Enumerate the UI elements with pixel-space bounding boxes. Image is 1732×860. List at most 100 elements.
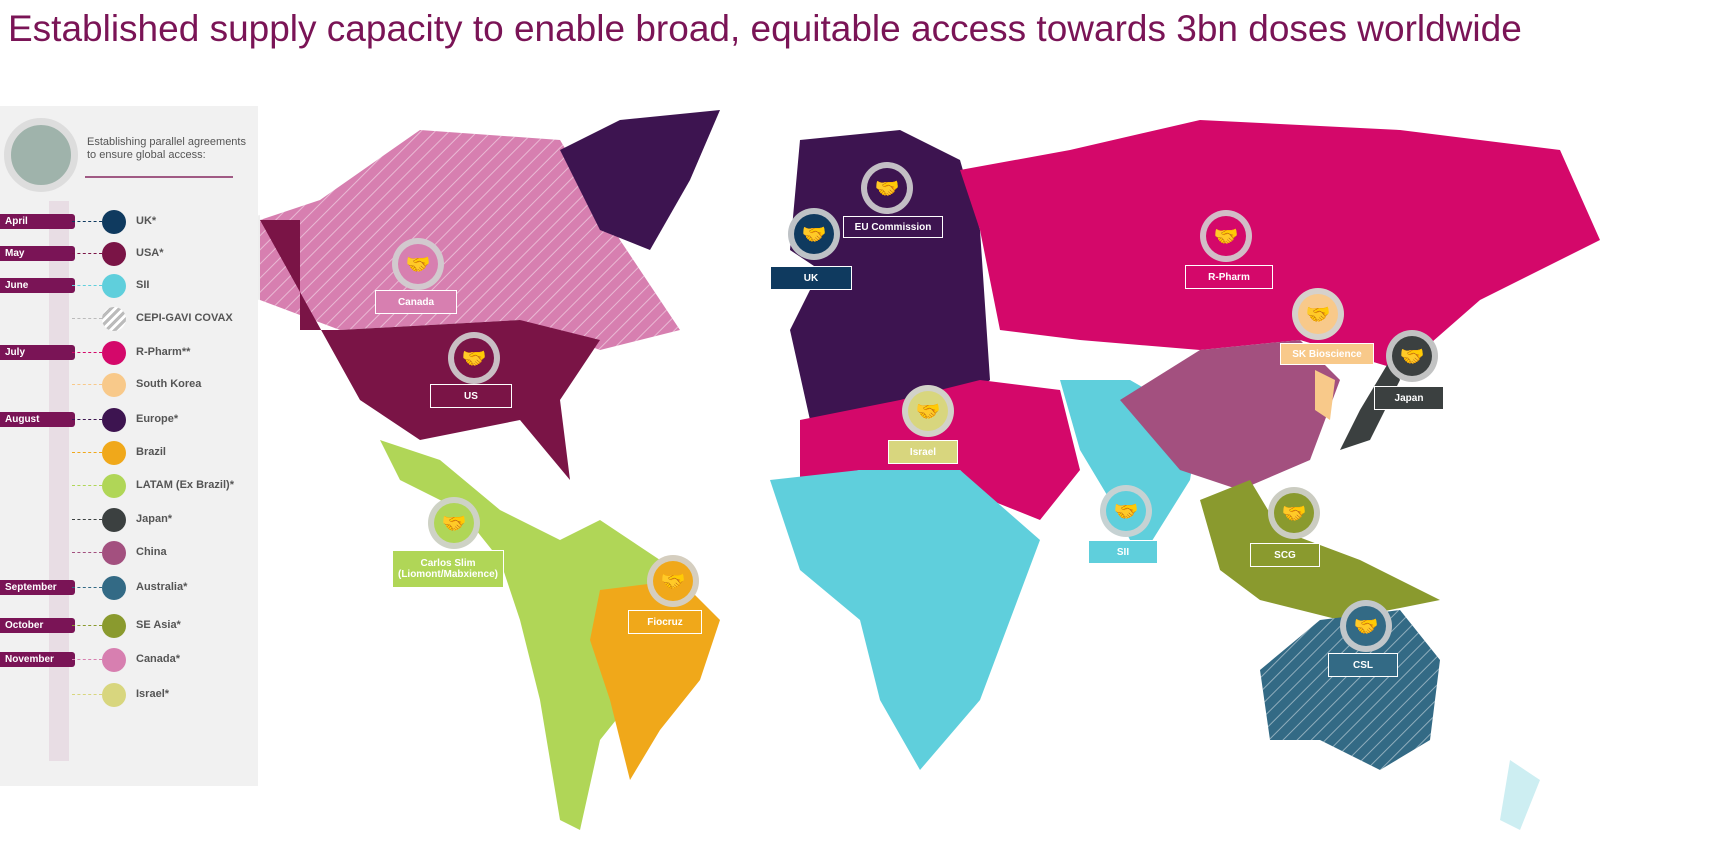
month-label: August: [0, 412, 75, 427]
handshake-icon: 🤝: [1268, 487, 1320, 539]
handshake-icon: 🤝: [1386, 330, 1438, 382]
month-label: September: [0, 580, 75, 595]
legend-label: Brazil: [136, 446, 166, 458]
legend-label: R-Pharm**: [136, 346, 191, 358]
month-label: July: [0, 345, 75, 360]
marker-label: US: [430, 384, 512, 408]
legend-label: UK*: [136, 215, 157, 227]
marker-label: CSL: [1328, 653, 1398, 677]
handshake-icon: 🤝: [647, 555, 699, 607]
color-swatch: [102, 441, 126, 465]
marker-pin[interactable]: 🤝: [1386, 330, 1438, 382]
region-se-asia: [1200, 480, 1440, 620]
legend-label: SE Asia*: [136, 619, 181, 631]
legend-intro: Establishing parallel agreements to ensu…: [87, 136, 246, 161]
region-usa: [260, 220, 600, 480]
handshake-icon: 🤝: [448, 332, 500, 384]
month-label: November: [0, 652, 75, 667]
connector: [72, 384, 102, 385]
handshake-icon: 🤝: [1200, 210, 1252, 262]
legend-label: Europe*: [136, 413, 179, 425]
legend-panel: Establishing parallel agreements to ensu…: [0, 106, 258, 786]
handshake-icon: 🤝: [428, 497, 480, 549]
legend-label: SII: [136, 279, 150, 291]
connector: [72, 318, 102, 319]
marker-pin[interactable]: 🤝: [902, 385, 954, 437]
connector: [72, 694, 102, 695]
region-korea: [1315, 370, 1335, 420]
marker-label: Israel: [888, 440, 958, 464]
handshake-icon: 🤝: [861, 162, 913, 214]
legend-label: Israel*: [136, 688, 170, 700]
marker-label: Carlos Slim (Liomont/Mabxience): [392, 550, 504, 588]
legend-label: Canada*: [136, 653, 181, 665]
color-swatch: [102, 373, 126, 397]
legend-label: LATAM (Ex Brazil)*: [136, 479, 234, 491]
month-label: June: [0, 278, 75, 293]
color-swatch: [102, 242, 126, 266]
handshake-icon: 🤝: [1292, 288, 1344, 340]
color-swatch: [102, 508, 126, 532]
region-africa: [770, 470, 1040, 770]
marker-pin[interactable]: 🤝: [861, 162, 913, 214]
connector: [72, 221, 102, 222]
marker-label: SK Bioscience: [1280, 343, 1374, 365]
marker-pin[interactable]: 🤝: [392, 238, 444, 290]
handshake-icon: 🤝: [392, 238, 444, 290]
region-latam: [380, 440, 660, 830]
color-swatch: [102, 648, 126, 672]
handshake-icon: 🤝: [902, 385, 954, 437]
legend-label: South Korea: [136, 378, 202, 390]
color-swatch: [102, 683, 126, 707]
legend-label: Japan*: [136, 513, 173, 525]
marker-label: EU Commission: [843, 216, 943, 238]
region-japan: [1340, 360, 1400, 450]
legend-label: USA*: [136, 247, 164, 259]
marker-pin[interactable]: 🤝: [448, 332, 500, 384]
color-swatch: [102, 210, 126, 234]
region-canada: [260, 130, 680, 350]
divider: [85, 176, 233, 178]
connector: [72, 285, 102, 286]
color-swatch: [102, 576, 126, 600]
color-swatch: [102, 541, 126, 565]
marker-label: Japan: [1374, 386, 1444, 410]
marker-label: SII: [1088, 540, 1158, 564]
marker-pin[interactable]: 🤝: [788, 208, 840, 260]
color-swatch: [102, 614, 126, 638]
connector: [72, 419, 102, 420]
month-label: April: [0, 214, 75, 229]
month-label: October: [0, 618, 75, 633]
connector: [72, 552, 102, 553]
region-greenland: [560, 110, 720, 250]
marker-pin[interactable]: 🤝: [1200, 210, 1252, 262]
marker-pin[interactable]: 🤝: [1268, 487, 1320, 539]
region-europe: [790, 130, 990, 440]
marker-pin[interactable]: 🤝: [1340, 600, 1392, 652]
marker-label: SCG: [1250, 543, 1320, 567]
legend-label: China: [136, 546, 167, 558]
handshake-icon: 🤝: [1340, 600, 1392, 652]
connector: [72, 485, 102, 486]
marker-pin[interactable]: 🤝: [1100, 485, 1152, 537]
connector: [72, 659, 102, 660]
connector: [72, 625, 102, 626]
color-swatch: [102, 274, 126, 298]
month-label: May: [0, 246, 75, 261]
marker-pin[interactable]: 🤝: [1292, 288, 1344, 340]
connector: [72, 587, 102, 588]
marker-pin[interactable]: 🤝: [647, 555, 699, 607]
region-russia: [960, 120, 1600, 370]
color-swatch: [102, 408, 126, 432]
connector: [72, 253, 102, 254]
marker-label: R-Pharm: [1185, 265, 1273, 289]
page-title: Established supply capacity to enable br…: [8, 8, 1522, 49]
color-swatch: [102, 474, 126, 498]
marker-label: Fiocruz: [628, 610, 702, 634]
marker-label: Canada: [375, 290, 457, 314]
connector: [72, 519, 102, 520]
connector: [72, 352, 102, 353]
marker-pin[interactable]: 🤝: [428, 497, 480, 549]
region-new-zealand: [1500, 760, 1540, 830]
